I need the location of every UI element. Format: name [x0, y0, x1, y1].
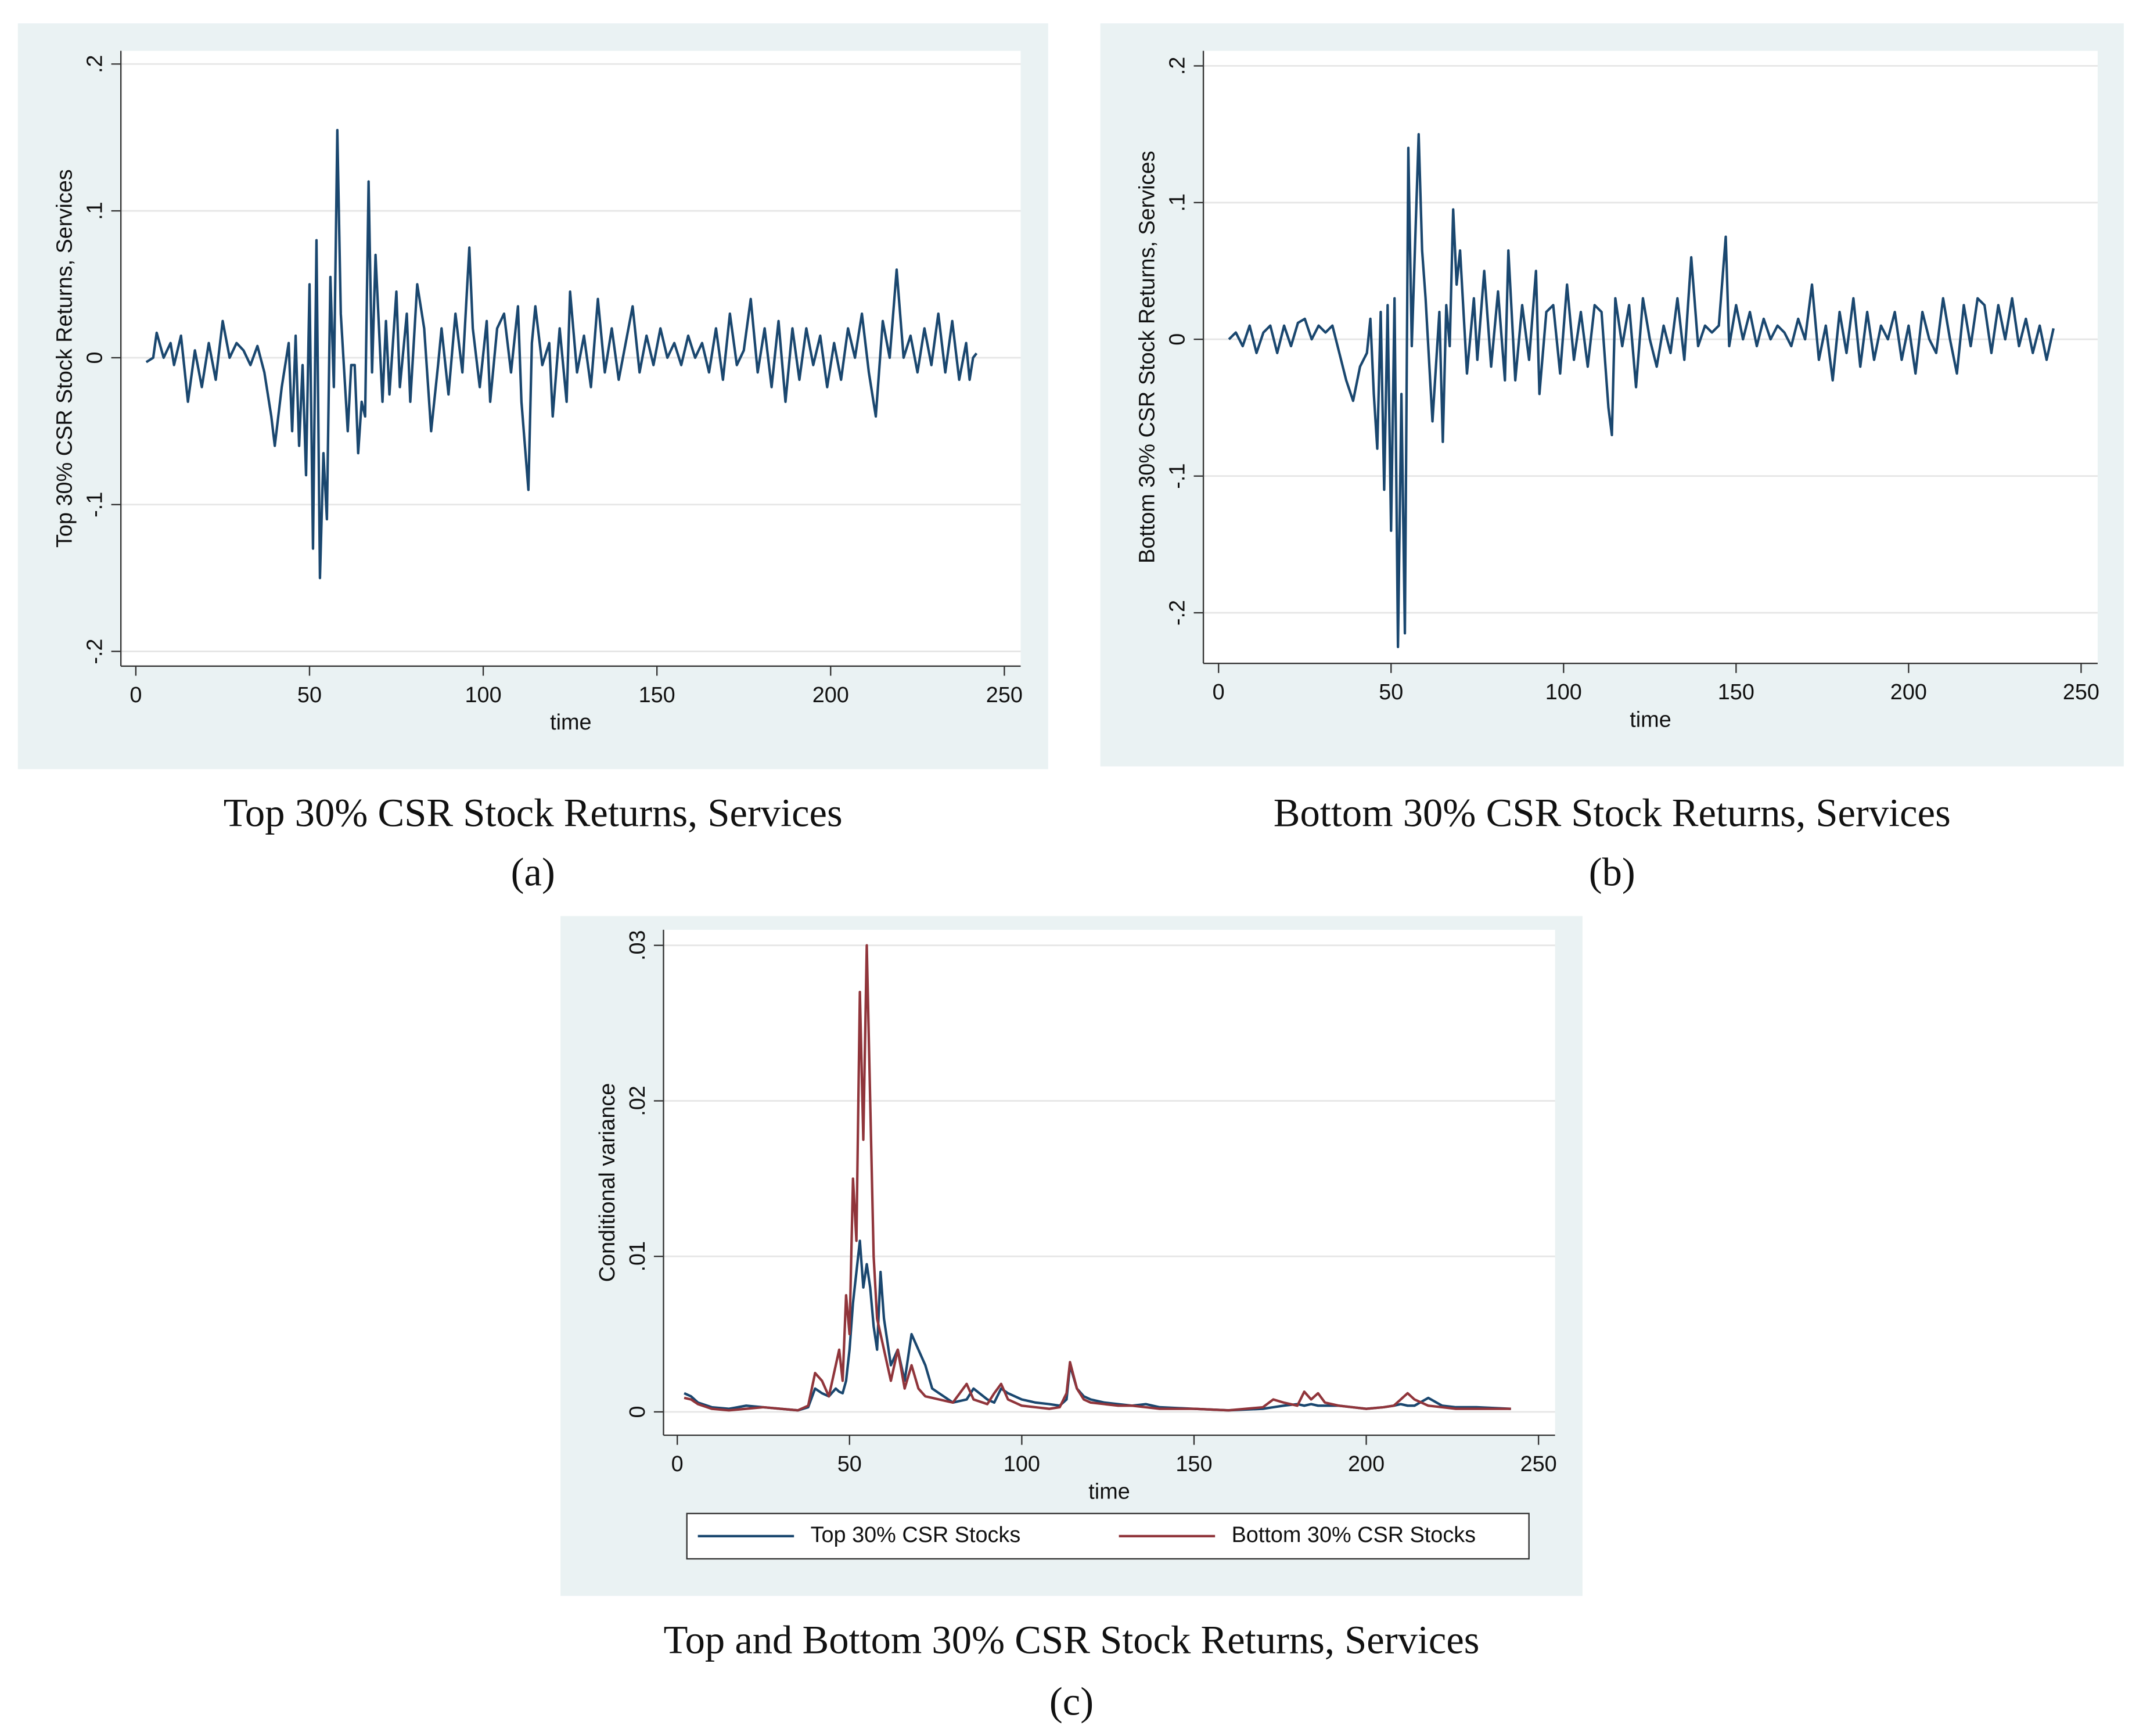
panel-label: (c) [1049, 1680, 1094, 1724]
panel-label: (b) [1589, 850, 1635, 894]
chart-title: Bottom 30% CSR Stock Returns, Services [1274, 791, 1951, 835]
y-tick-label: .1 [83, 202, 107, 220]
panel-label: (a) [511, 850, 555, 894]
y-axis-label: Conditional variance [595, 1083, 620, 1282]
x-tick-label: 150 [1175, 1452, 1212, 1476]
legend-label: Bottom 30% CSR Stocks [1232, 1523, 1476, 1547]
y-tick-label: .01 [625, 1241, 650, 1272]
x-tick-label: 250 [2063, 680, 2099, 705]
x-tick-label: 50 [297, 683, 322, 707]
legend-label: Top 30% CSR Stocks [811, 1523, 1021, 1547]
plot-area [1203, 51, 2098, 664]
x-tick-label: 100 [465, 683, 502, 707]
x-tick-label: 150 [1718, 680, 1754, 705]
x-tick-label: 200 [1348, 1452, 1385, 1476]
x-axis-label: time [1088, 1479, 1130, 1504]
y-tick-label: 0 [1165, 333, 1189, 346]
y-tick-label: -.1 [1165, 463, 1189, 489]
x-axis-label: time [550, 710, 591, 735]
x-tick-label: 50 [1379, 680, 1403, 705]
y-tick-label: .2 [1165, 57, 1189, 76]
x-axis-label: time [1630, 707, 1671, 732]
series-line [684, 944, 1511, 1412]
y-tick-label: .03 [625, 930, 650, 961]
y-tick-label: 0 [625, 1406, 650, 1418]
plot-area [663, 929, 1555, 1436]
x-tick-label: 250 [986, 683, 1023, 707]
y-axis-label: Bottom 30% CSR Stock Returns, Services [1135, 151, 1159, 563]
chart-title: Top 30% CSR Stock Returns, Services [224, 791, 843, 835]
x-tick-label: 0 [1213, 680, 1225, 705]
y-axis-label: Top 30% CSR Stock Returns, Services [53, 169, 77, 548]
y-tick-label: .02 [625, 1086, 650, 1116]
x-tick-label: 100 [1004, 1452, 1040, 1476]
x-tick-label: 0 [671, 1452, 684, 1476]
x-tick-label: 50 [837, 1452, 862, 1476]
x-tick-label: 200 [812, 683, 849, 707]
x-tick-label: 200 [1890, 680, 1927, 705]
y-tick-label: .2 [83, 55, 107, 73]
y-tick-label: .1 [1165, 193, 1189, 212]
x-tick-label: 250 [1520, 1452, 1557, 1476]
series-line [1228, 132, 2055, 649]
chart-title: Top and Bottom 30% CSR Stock Returns, Se… [663, 1618, 1479, 1662]
x-tick-label: 100 [1545, 680, 1582, 705]
series-line [684, 1239, 1511, 1412]
y-tick-label: -.1 [83, 492, 107, 517]
y-tick-label: -.2 [1165, 600, 1189, 626]
x-tick-label: 0 [130, 683, 142, 707]
x-tick-label: 150 [639, 683, 675, 707]
y-tick-label: 0 [83, 351, 107, 364]
series-line [145, 128, 978, 580]
legend-box [686, 1512, 1530, 1560]
y-tick-label: -.2 [83, 639, 107, 664]
